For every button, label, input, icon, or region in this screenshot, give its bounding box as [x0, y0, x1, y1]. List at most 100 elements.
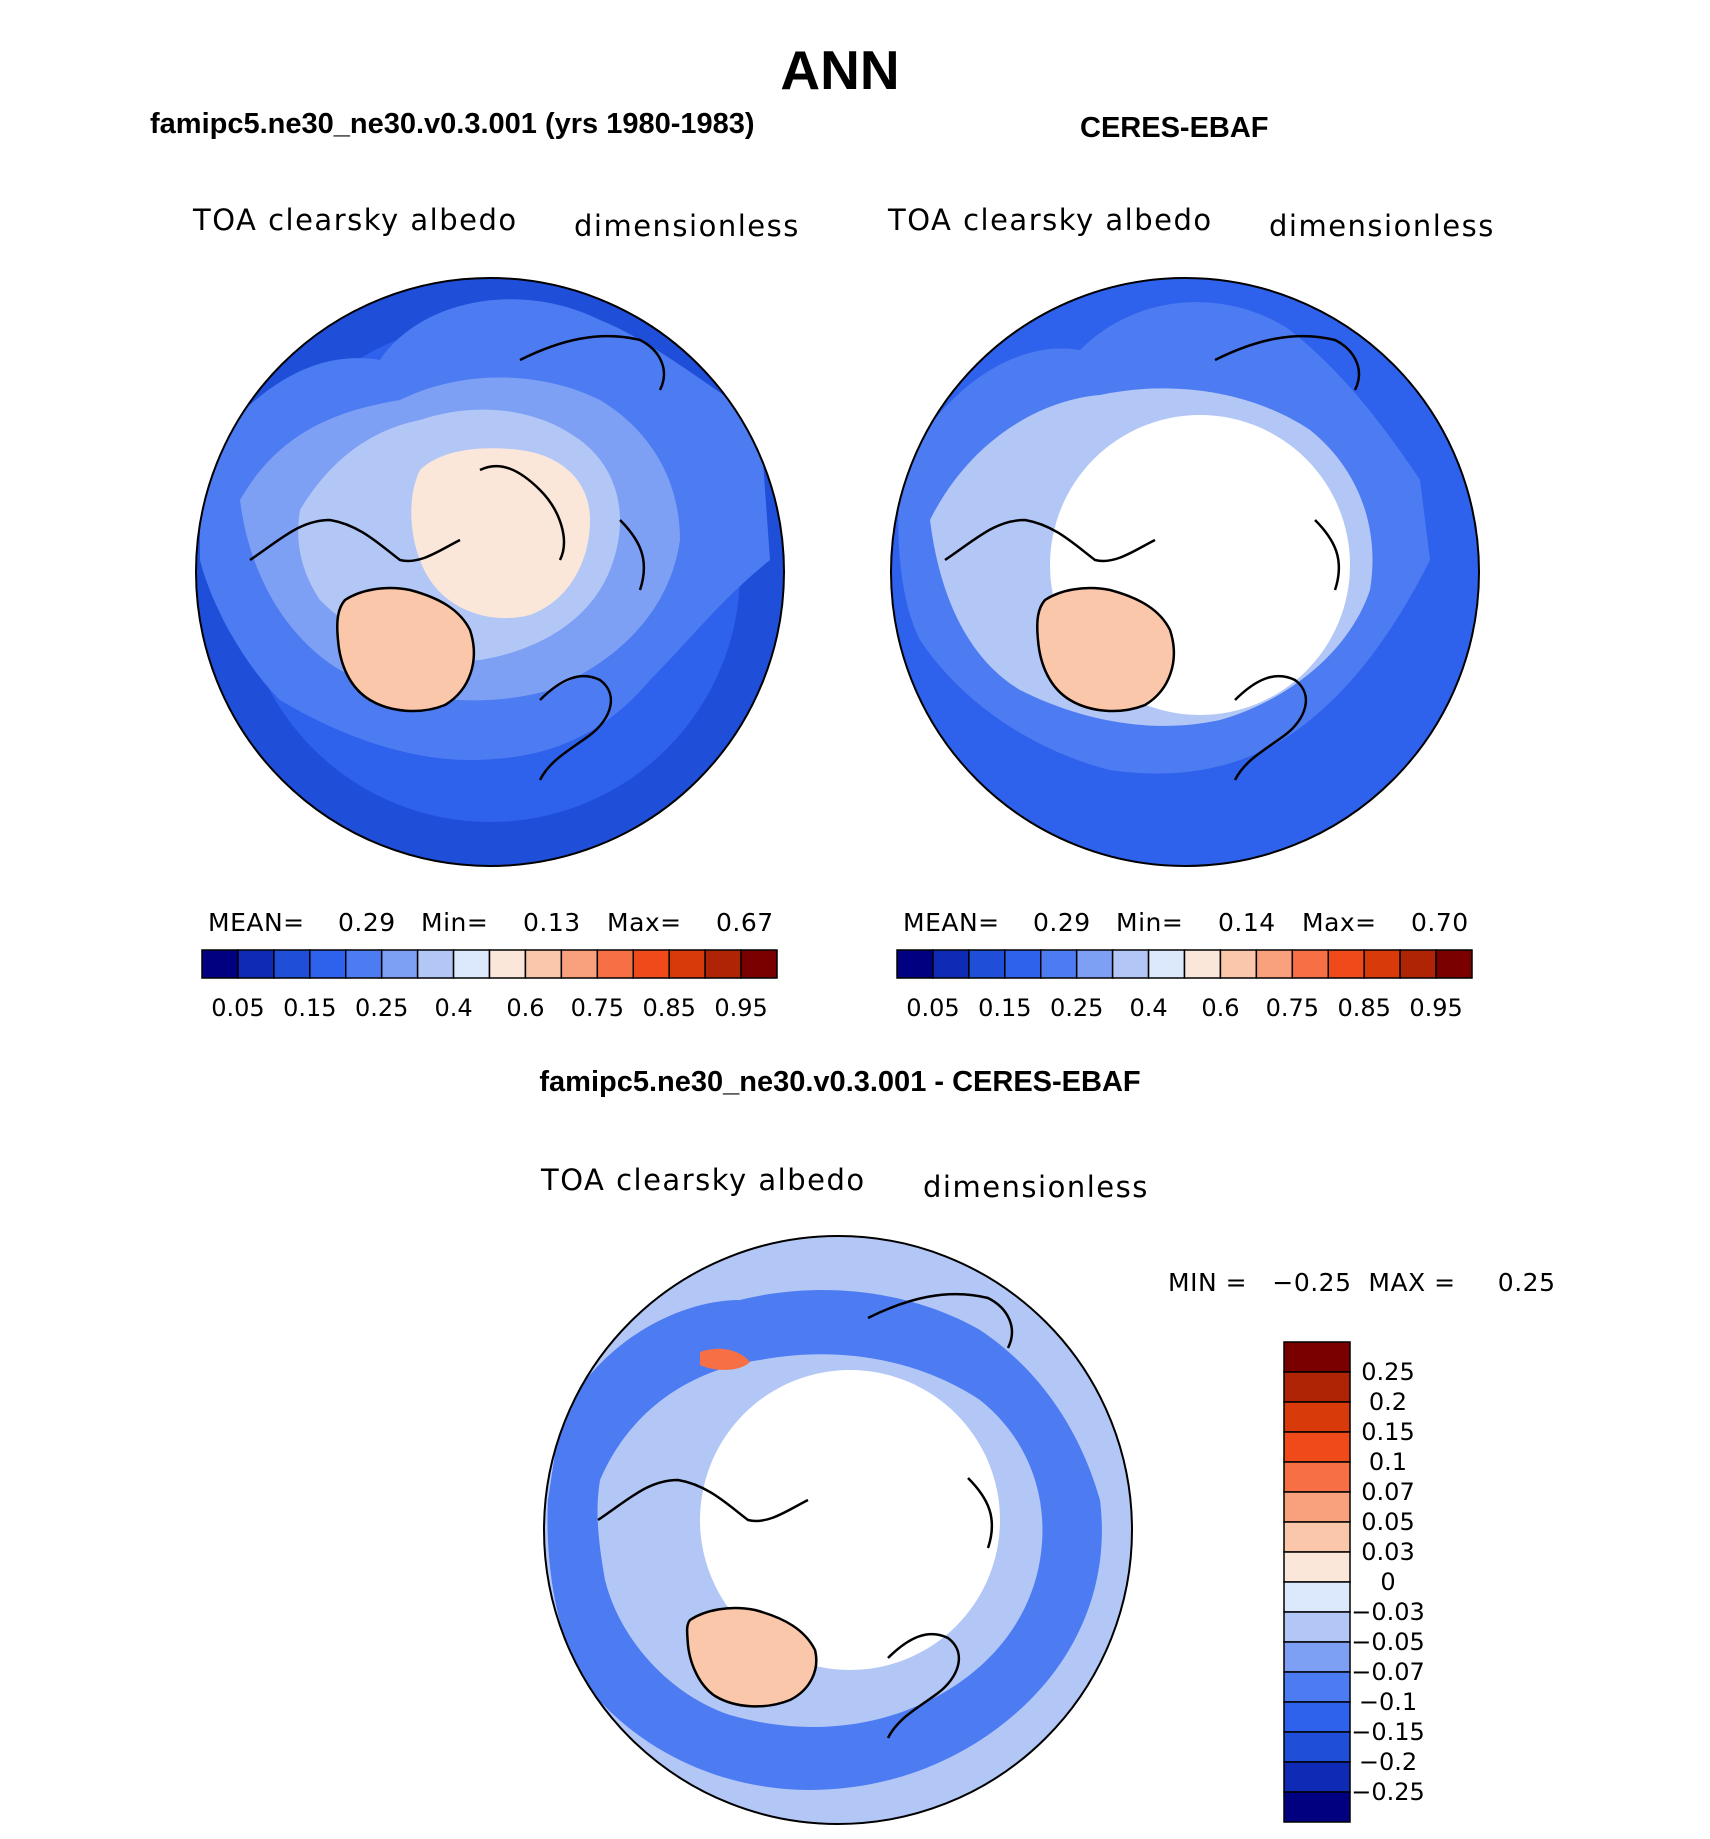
colorbar-model-swatch: [560, 949, 599, 979]
positive-bias-patch: [700, 1348, 750, 1370]
colorbar-diff-tick-label: −0.15: [1351, 1718, 1425, 1746]
polar-map-diff: [544, 1236, 1132, 1824]
variable-label-diff: TOA clearsky albedo: [541, 1163, 866, 1197]
colorbar-model-swatch: [380, 949, 419, 979]
colorbar-diff-swatch: [1283, 1371, 1351, 1403]
colorbar-diff-tick-label: 0.25: [1361, 1358, 1414, 1386]
sea-ice: [411, 448, 590, 619]
panel-title-diff: famipc5.ne30_ne30.v0.3.001 - CERES-EBAF: [539, 1066, 1141, 1098]
variable-label-model: TOA clearsky albedo: [193, 203, 518, 237]
colorbar-diff-swatch: [1283, 1761, 1351, 1793]
map-border-diff: [543, 1235, 1133, 1825]
colorbar-diff-swatch: [1283, 1671, 1351, 1703]
colorbar-model-swatch: [740, 949, 778, 979]
colorbar-obs-swatch: [968, 949, 1006, 979]
max-label-obs: Max=: [1302, 908, 1377, 937]
colorbar-obs: 0.05 0.15 0.25 0.4 0.6 0.75 0.85 0.95: [896, 949, 1473, 1022]
variable-label-obs: TOA clearsky albedo: [888, 203, 1213, 237]
figure-title: ANN: [780, 39, 900, 101]
colorbar-obs-tick-label: 0.15: [978, 994, 1031, 1022]
panel-title-model: famipc5.ne30_ne30.v0.3.001 (yrs 1980-198…: [150, 108, 755, 140]
coastlines: [249, 334, 666, 781]
colorbar-diff-swatch: [1283, 1791, 1351, 1823]
colorbar-model-swatch: [452, 949, 491, 979]
colorbar-model-swatch: [596, 949, 634, 979]
colorbar-obs-swatch: [1399, 949, 1437, 979]
mean-label-obs: MEAN=: [903, 908, 1000, 937]
colorbar-obs-tick-label: 0.85: [1337, 994, 1390, 1022]
colorbar-diff-tick-label: −0.05: [1351, 1628, 1425, 1656]
missing-data-region: [700, 1370, 1000, 1670]
colorbar-diff-tick-label: −0.1: [1359, 1688, 1417, 1716]
colorbar-diff-tick-label: −0.2: [1359, 1748, 1417, 1776]
colorbar-obs-swatch: [1147, 949, 1186, 979]
colorbar-obs-tick-label: 0.75: [1266, 994, 1319, 1022]
polar-map-obs: [891, 278, 1479, 866]
colorbar-diff: 0.250.20.150.10.070.050.030−0.03−0.05−0.…: [1283, 1341, 1425, 1823]
mean-label-model: MEAN=: [208, 908, 305, 937]
colorbar-obs-swatch: [1219, 949, 1258, 979]
colorbar-model-tick-label: 0.25: [355, 994, 408, 1022]
colorbar-model-tick-label: 0.95: [714, 994, 767, 1022]
colorbar-diff-tick-label: −0.03: [1351, 1598, 1425, 1626]
colorbar-diff-tick-label: −0.07: [1351, 1658, 1425, 1686]
mean-value-model: 0.29: [338, 908, 396, 937]
colorbar-model-swatch: [488, 949, 527, 979]
colorbar-diff-swatch: [1283, 1521, 1351, 1553]
colorbar-model-swatch: [273, 949, 311, 979]
colorbar-model-swatch: [524, 949, 563, 979]
colorbar-model: 0.05 0.15 0.25 0.4 0.6 0.75 0.85 0.95: [201, 949, 778, 1022]
max-value-obs: 0.70: [1411, 908, 1469, 937]
colorbar-model-swatch: [309, 949, 347, 979]
map-border-obs: [890, 277, 1480, 867]
units-label-diff: dimensionless: [923, 1170, 1149, 1204]
colorbar-model-swatch: [416, 949, 455, 979]
colorbar-model-tick-label: 0.05: [211, 994, 264, 1022]
min-label-model: Min=: [421, 908, 489, 937]
min-value-model: 0.13: [523, 908, 581, 937]
greenland-positive-bias: [687, 1608, 817, 1707]
min-label-obs: Min=: [1116, 908, 1184, 937]
polar-map-model: [196, 278, 784, 866]
colorbar-diff-tick-label: 0.07: [1361, 1478, 1414, 1506]
units-label-obs: dimensionless: [1269, 209, 1495, 243]
colorbar-diff-tick-label: 0: [1380, 1568, 1395, 1596]
colorbar-obs-swatch: [1363, 949, 1401, 979]
colorbar-obs-swatch: [1435, 949, 1473, 979]
colorbar-diff-swatch: [1283, 1731, 1351, 1763]
colorbar-diff-tick-label: 0.03: [1361, 1538, 1414, 1566]
colorbar-diff-tick-label: 0.05: [1361, 1508, 1414, 1536]
colorbar-obs-swatch: [932, 949, 970, 979]
colorbar-obs-swatch: [1291, 949, 1329, 979]
colorbar-model-swatch: [201, 949, 239, 979]
colorbar-obs-swatch: [1111, 949, 1150, 979]
colorbar-diff-swatch: [1283, 1491, 1351, 1523]
colorbar-model-tick-label: 0.75: [571, 994, 624, 1022]
colorbar-model-tick-label: 0.6: [506, 994, 544, 1022]
colorbar-diff-swatch: [1283, 1641, 1351, 1673]
colorbar-model-swatch: [704, 949, 742, 979]
colorbar-obs-swatch: [896, 949, 934, 979]
colorbar-diff-swatch: [1283, 1701, 1351, 1733]
colorbar-model-swatch: [237, 949, 275, 979]
min-value-obs: 0.14: [1218, 908, 1276, 937]
max-label-model: Max=: [607, 908, 682, 937]
mean-value-obs: 0.29: [1033, 908, 1091, 937]
colorbar-obs-tick-label: 0.4: [1129, 994, 1167, 1022]
colorbar-diff-swatch: [1283, 1401, 1351, 1433]
colorbar-model-tick-label: 0.4: [434, 994, 472, 1022]
colorbar-model-tick-label: 0.15: [283, 994, 336, 1022]
colorbar-diff-tick-label: 0.2: [1369, 1388, 1407, 1416]
panel-title-obs: CERES-EBAF: [1080, 112, 1269, 144]
colorbar-obs-swatch: [1255, 949, 1294, 979]
colorbar-obs-swatch: [1004, 949, 1042, 979]
colorbar-diff-swatch: [1283, 1341, 1351, 1373]
colorbar-diff-swatch: [1283, 1461, 1351, 1493]
colorbar-obs-tick-label: 0.6: [1201, 994, 1239, 1022]
colorbar-obs-swatch: [1040, 949, 1078, 979]
colorbar-obs-tick-label: 0.05: [906, 994, 959, 1022]
colorbar-diff-swatch: [1283, 1581, 1351, 1613]
greenland: [1037, 588, 1174, 712]
colorbar-diff-swatch: [1283, 1431, 1351, 1463]
